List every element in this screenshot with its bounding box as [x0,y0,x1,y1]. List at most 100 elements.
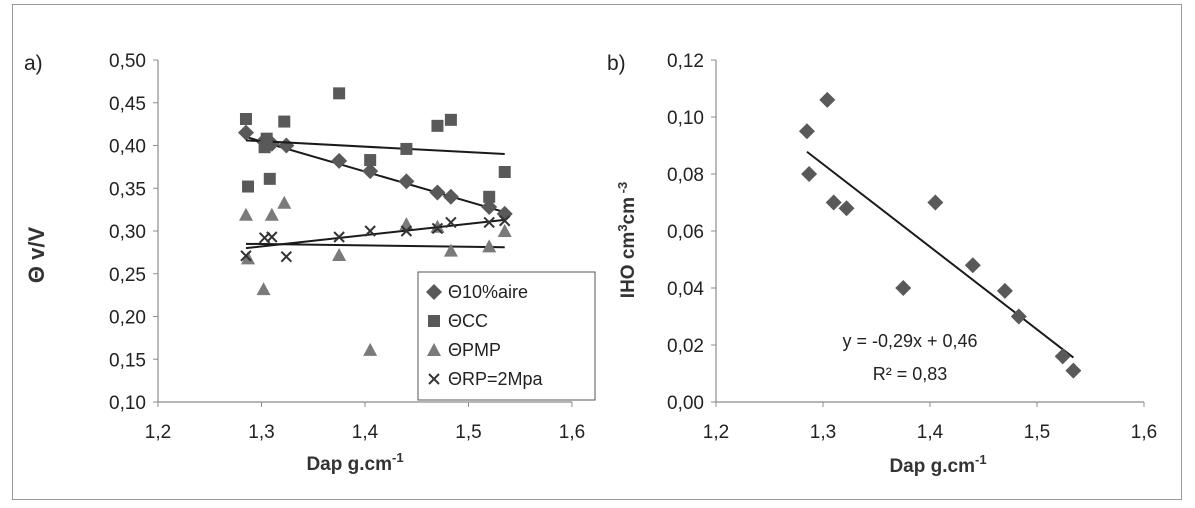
legend-box [417,271,596,401]
legend-entry: ΘPMP [448,340,501,360]
panel-a-x-tick-label: 1,6 [559,422,585,443]
panel-b-data-point [798,123,815,140]
panel-a-data-point [239,112,252,125]
panel-b-x-tick-label: 1,5 [1024,422,1050,443]
panel-a-data-point [444,113,457,126]
panel-b-y-tick-label: 0,08 [667,165,704,186]
figure-frame [12,4,1182,500]
panel-a-y-tick-label: 0,45 [109,94,146,115]
panel-b-x-tick-label: 1,6 [1131,422,1157,443]
panel-a-y-tick-label: 0,30 [109,222,146,243]
panel-b-ylabel-main: IHO cm [618,232,639,299]
panel-b-data-point [996,282,1013,299]
panel-b-data-point [895,280,912,296]
panel-a-x-tick-label: 1,5 [455,422,481,443]
panel-b-data-point [1054,348,1071,365]
panel-a-label: a) [24,52,43,75]
panel-b-x-tick-label: 1,3 [810,422,836,443]
panel-a-y-tick-label: 0,50 [109,51,146,72]
panel-a-data-point [362,163,379,180]
panel-a-data-point [364,225,376,237]
legend-marker [427,343,441,356]
panel-a-data-point [498,166,511,179]
panel-a-data-point [332,247,347,261]
panel-b-xlabel-main: Dap g.cm [889,456,975,477]
panel-a-x-tick-label: 1,3 [248,422,274,443]
legend-marker [426,284,442,300]
panel-a-data-point [280,250,293,263]
panel-a-data-point [443,243,458,257]
panel-a-x-tick-label: 1,2 [145,422,171,443]
panel-a-xlabel-sup: -1 [392,450,404,465]
panel-a-y-tick-label: 0,35 [109,179,146,200]
panel-b-xlabel: Dap g.cm-1 [889,452,986,477]
panel-a-trendline [245,218,505,250]
panel-a-ylabel: Θ v/V [24,227,49,284]
panel-a-data-point [482,239,497,253]
panel-a-data-point [242,180,255,193]
panel-a-data-point [483,216,495,229]
panel-a-data-point [331,152,348,169]
panel-b-data-point [819,91,836,108]
legend-entry: Θ10%aire [448,282,528,302]
panel-a-data-point [266,231,278,243]
legend-entry: ΘRP=2Mpa [448,369,544,389]
panel-a-data-point [481,199,498,216]
panel-a-data-point [499,215,511,227]
panel-a-data-point [429,184,446,201]
panel-b-ylabel-sup1: 3 [615,224,630,231]
panel-a-xlabel-main: Dap g.cm [306,454,392,475]
panel-b-data-point [825,194,842,211]
r-squared-label: R² = 0,83 [873,364,948,384]
panel-a-data-point [237,124,254,141]
panel-a-data-point [497,224,512,237]
panel-b-x-tick-label: 1,2 [703,422,729,443]
panel-a-y-tick-label: 0,20 [109,308,146,329]
panel-b-y-tick-label: 0,04 [667,279,704,300]
panel-a-data-point [277,195,292,209]
panel-a-y-tick-label: 0,40 [109,137,146,158]
panel-a-x-tick-label: 1,4 [352,422,379,443]
panel-a-data-point [364,154,377,167]
panel-b-y-tick-label: 0,12 [667,51,704,72]
panel-a-y-tick-label: 0,15 [109,350,146,371]
panel-b-ylabel-mid: cm [618,197,639,224]
legend-marker [428,315,440,327]
panel-a-xlabel: Dap g.cm-1 [306,450,403,475]
panel-a-data-point [263,172,276,185]
panel-b-ylabel: IHO cm3cm -3 [615,182,639,298]
panel-a-data-point [483,190,496,203]
panel-a-data-point [442,188,459,205]
panel-a-y-tick-label: 0,25 [109,265,146,286]
panel-b-label: b) [607,52,626,75]
panel-a-data-point [240,250,252,262]
legend-marker [428,373,440,385]
panel-a-data-point [333,231,345,243]
panel-b-y-tick-label: 0,02 [667,336,704,357]
trend-equation: y = -0,29x + 0,46 [842,331,977,351]
panel-a-data-point [278,115,291,128]
panel-a-data-point [238,207,253,221]
panel-b-trendline [806,150,1074,359]
panel-b-data-point [1065,362,1082,379]
panel-b-data-point [1010,308,1027,325]
panel-b-data-point [927,194,944,211]
panel-b-x-tick-label: 1,4 [917,422,944,443]
panel-a-data-point [398,173,415,190]
panel-a-data-point [399,217,414,231]
panel-a-trendline [245,139,505,156]
panel-b-y-tick-label: 0,06 [667,222,704,243]
panel-a-data-point [333,87,346,100]
panel-a-data-point [431,222,444,235]
panel-b-ylabel-sup2: -3 [615,182,630,197]
panel-b-y-tick-label: 0,00 [667,393,704,414]
panel-b-data-point [801,166,818,182]
panel-b-y-tick-label: 0,10 [667,108,704,129]
legend-entry: ΘCC [448,311,488,331]
panel-a-y-tick-label: 0,10 [109,393,146,414]
panel-b-data-point [838,200,855,217]
panel-a-data-point [256,282,271,296]
panel-b-data-point [964,257,981,274]
panel-a-data-point [264,207,279,221]
